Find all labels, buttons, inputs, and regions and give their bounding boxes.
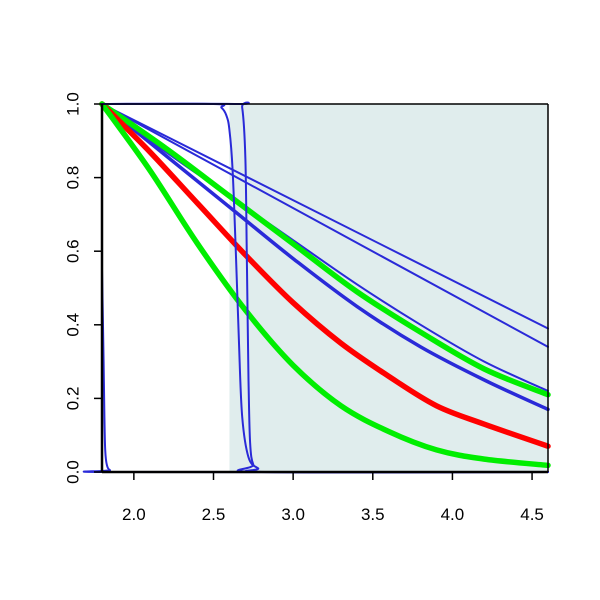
series-line-2: [101, 103, 549, 348]
x-tick-label-0: 2.0: [122, 505, 146, 524]
y-tick-label-2: 0.4: [63, 313, 82, 337]
series-line-3: [101, 103, 549, 392]
x-tick-label-2: 3.0: [281, 505, 305, 524]
series-line-1: [101, 103, 549, 330]
x-tick-label-4: 4.0: [441, 505, 465, 524]
series-line-7: [99, 101, 551, 469]
series-line-5: [99, 101, 551, 398]
series-line-6: [99, 101, 551, 449]
y-tick-label-0: 0.0: [63, 460, 82, 484]
x-tick-label-5: 4.5: [520, 505, 544, 524]
y-tick-label-3: 0.6: [63, 239, 82, 263]
x-tick-label-1: 2.5: [202, 505, 226, 524]
y-tick-label-4: 0.8: [63, 166, 82, 190]
shaded-region: [229, 104, 548, 472]
series-line-4: [100, 102, 550, 412]
y-tick-label-5: 1.0: [63, 92, 82, 116]
x-tick-label-3: 3.5: [361, 505, 385, 524]
y-tick-label-1: 0.2: [63, 387, 82, 411]
